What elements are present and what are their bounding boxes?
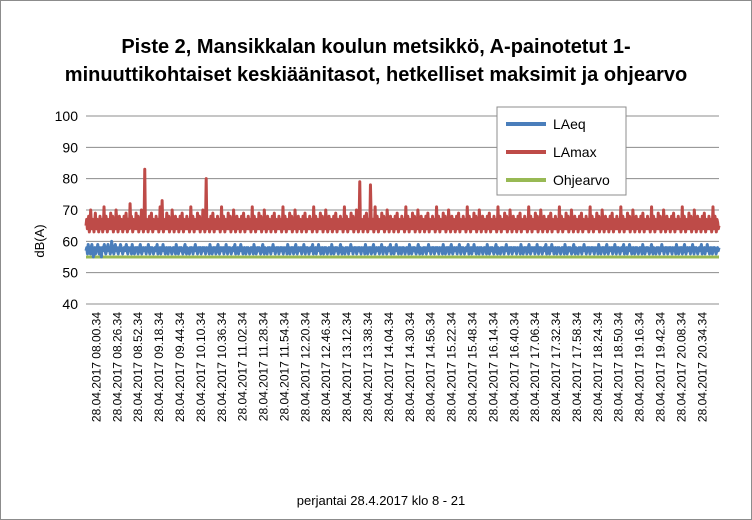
x-tick-labels: 28.04.2017 08.00.34 28.04.2017 08.26.34 28… xyxy=(89,312,709,422)
y-tick-label: 70 xyxy=(62,202,78,218)
x-tick-label: 28.04.2017 14.56.34 xyxy=(424,312,438,422)
x-tick-label: 28.04.2017 19.42.34 xyxy=(654,312,668,422)
chart-title-line2: minuuttikohtaiset keskiäänitasot, hetkel… xyxy=(65,64,687,86)
series-line-lamax xyxy=(84,167,721,234)
y-axis-label: dB(A) xyxy=(32,224,47,257)
x-tick-label: 28.04.2017 16.14.34 xyxy=(486,312,500,422)
x-tick-label: 28.04.2017 19.16.34 xyxy=(633,312,647,422)
x-tick-label: 28.04.2017 11.28.34 xyxy=(257,312,271,422)
x-tick-label: 28.04.2017 17.32.34 xyxy=(549,312,563,422)
x-axis-label: perjantai 28.4.2017 klo 8 - 21 xyxy=(297,493,465,508)
x-tick-label: 28.04.2017 14.30.34 xyxy=(403,312,417,422)
y-tick-labels: 40 50 60 70 80 90 100 xyxy=(55,108,79,312)
x-tick-label: 28.04.2017 12.20.34 xyxy=(298,312,312,422)
x-tick-label: 28.04.2017 15.48.34 xyxy=(465,312,479,422)
x-tick-label: 28.04.2017 13.12.34 xyxy=(340,312,354,422)
x-tick-label: 28.04.2017 18.50.34 xyxy=(612,312,626,422)
y-tick-label: 80 xyxy=(62,171,78,187)
x-tick-label: 28.04.2017 12.46.34 xyxy=(319,312,333,422)
x-tick-label: 28.04.2017 09.44.34 xyxy=(173,312,187,422)
x-tick-label: 28.04.2017 17.06.34 xyxy=(528,312,542,422)
x-tick-label: 28.04.2017 15.22.34 xyxy=(445,312,459,422)
x-tick-label: 28.04.2017 10.36.34 xyxy=(215,312,229,422)
legend-label-laeq: LAeq xyxy=(553,116,586,132)
legend-label-lamax: LAmax xyxy=(553,144,597,160)
y-tick-label: 60 xyxy=(62,233,78,249)
chart-title-line1: Piste 2, Mansikkalan koulun metsikkö, A-… xyxy=(121,36,630,58)
x-tick-label: 28.04.2017 11.54.34 xyxy=(277,312,291,422)
x-tick-label: 28.04.2017 16.40.34 xyxy=(507,312,521,422)
y-tick-label: 100 xyxy=(55,108,79,124)
series-layer xyxy=(84,167,721,259)
x-tick-label: 28.04.2017 20.08.34 xyxy=(674,312,688,422)
legend: LAeq LAmax Ohjearvo xyxy=(496,106,627,196)
x-tick-label: 28.04.2017 14.04.34 xyxy=(382,312,396,422)
x-tick-label: 28.04.2017 20.34.34 xyxy=(695,312,709,422)
x-tick-label: 28.04.2017 09.18.34 xyxy=(152,312,166,422)
x-tick-label: 28.04.2017 08.26.34 xyxy=(110,312,124,422)
x-tick-label: 28.04.2017 13.38.34 xyxy=(361,312,375,422)
series-line-laeq xyxy=(84,239,721,259)
x-tick-label: 28.04.2017 08.00.34 xyxy=(89,312,103,422)
y-tick-label: 40 xyxy=(62,296,78,312)
x-tick-label: 28.04.2017 11.02.34 xyxy=(236,312,250,422)
legend-label-ohjearvo: Ohjearvo xyxy=(553,172,610,188)
legend-items: LAeq LAmax Ohjearvo xyxy=(506,116,610,188)
y-tick-label: 90 xyxy=(62,139,78,155)
x-tick-label: 28.04.2017 10.10.34 xyxy=(194,312,208,422)
x-tick-label: 28.04.2017 18.24.34 xyxy=(591,312,605,422)
x-tick-label: 28.04.2017 08.52.34 xyxy=(131,312,145,422)
y-tick-label: 50 xyxy=(62,265,78,281)
x-tick-label: 28.04.2017 17.58.34 xyxy=(570,312,584,422)
